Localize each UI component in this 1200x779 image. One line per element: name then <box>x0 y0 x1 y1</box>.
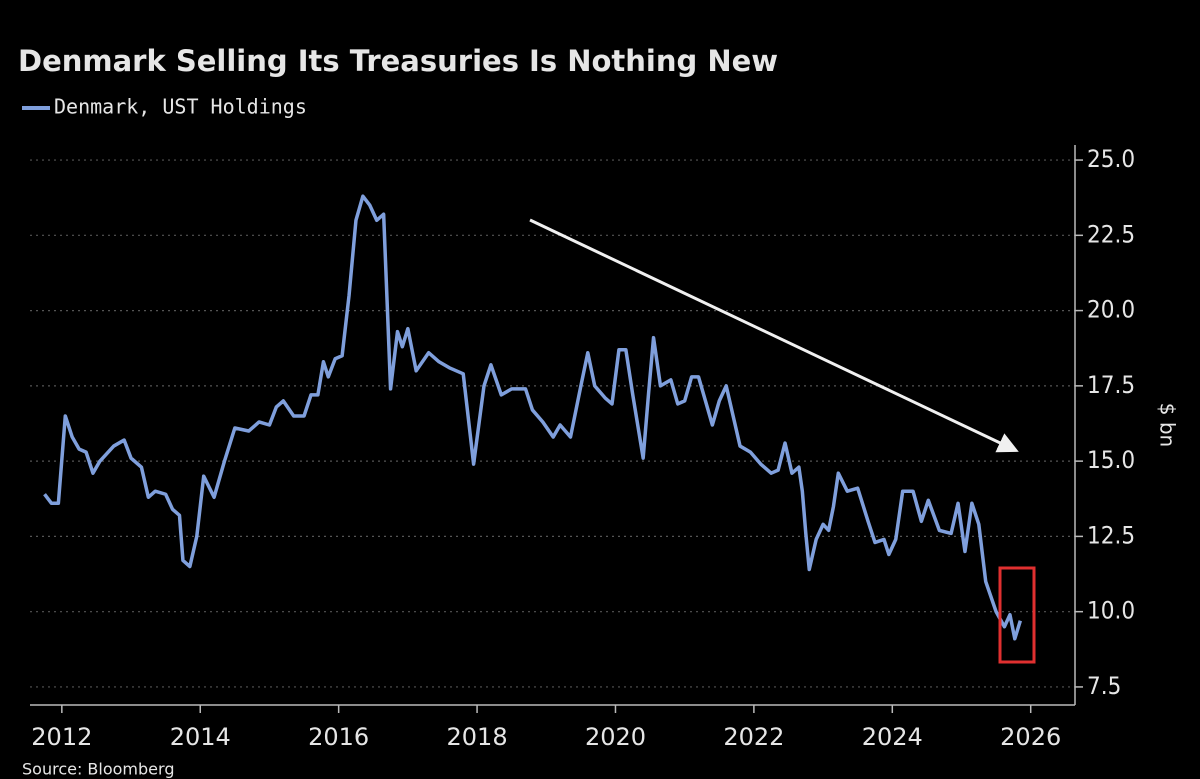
x-tick-label: 2012 <box>31 723 92 751</box>
x-tick-label: 2022 <box>723 723 784 751</box>
chart-title: Denmark Selling Its Treasuries Is Nothin… <box>18 44 778 78</box>
x-tick-label: 2016 <box>308 723 369 751</box>
x-tick-label: 2026 <box>1000 723 1061 751</box>
source: Source: Bloomberg <box>22 760 174 779</box>
x-tick-label: 2020 <box>585 723 646 751</box>
y-tick-label: 17.5 <box>1087 371 1135 399</box>
data-line <box>43 194 1023 641</box>
y-tick-label: 22.5 <box>1087 220 1135 248</box>
x-tick-label: 2018 <box>447 723 508 751</box>
y-axis-label: $ bn <box>1156 403 1180 447</box>
y-tick-label: 15.0 <box>1087 446 1135 474</box>
legend-label: Denmark, UST Holdings <box>54 95 307 119</box>
y-tick-label: 20.0 <box>1087 296 1135 324</box>
trend-arrow <box>529 218 1019 453</box>
highlight-box <box>998 566 1036 664</box>
x-tick-label: 2014 <box>170 723 231 751</box>
y-tick-label: 12.5 <box>1087 521 1135 549</box>
y-tick-label: 25.0 <box>1087 145 1135 173</box>
plot-area: 7.5 10.0 12.5 15.0 17.5 20.0 22.5 25.0 2012 2014 2… <box>30 145 1135 751</box>
y-tick-label: 7.5 <box>1087 672 1121 700</box>
x-tick-label: 2024 <box>862 723 923 751</box>
y-tick-label: 10.0 <box>1087 597 1135 625</box>
